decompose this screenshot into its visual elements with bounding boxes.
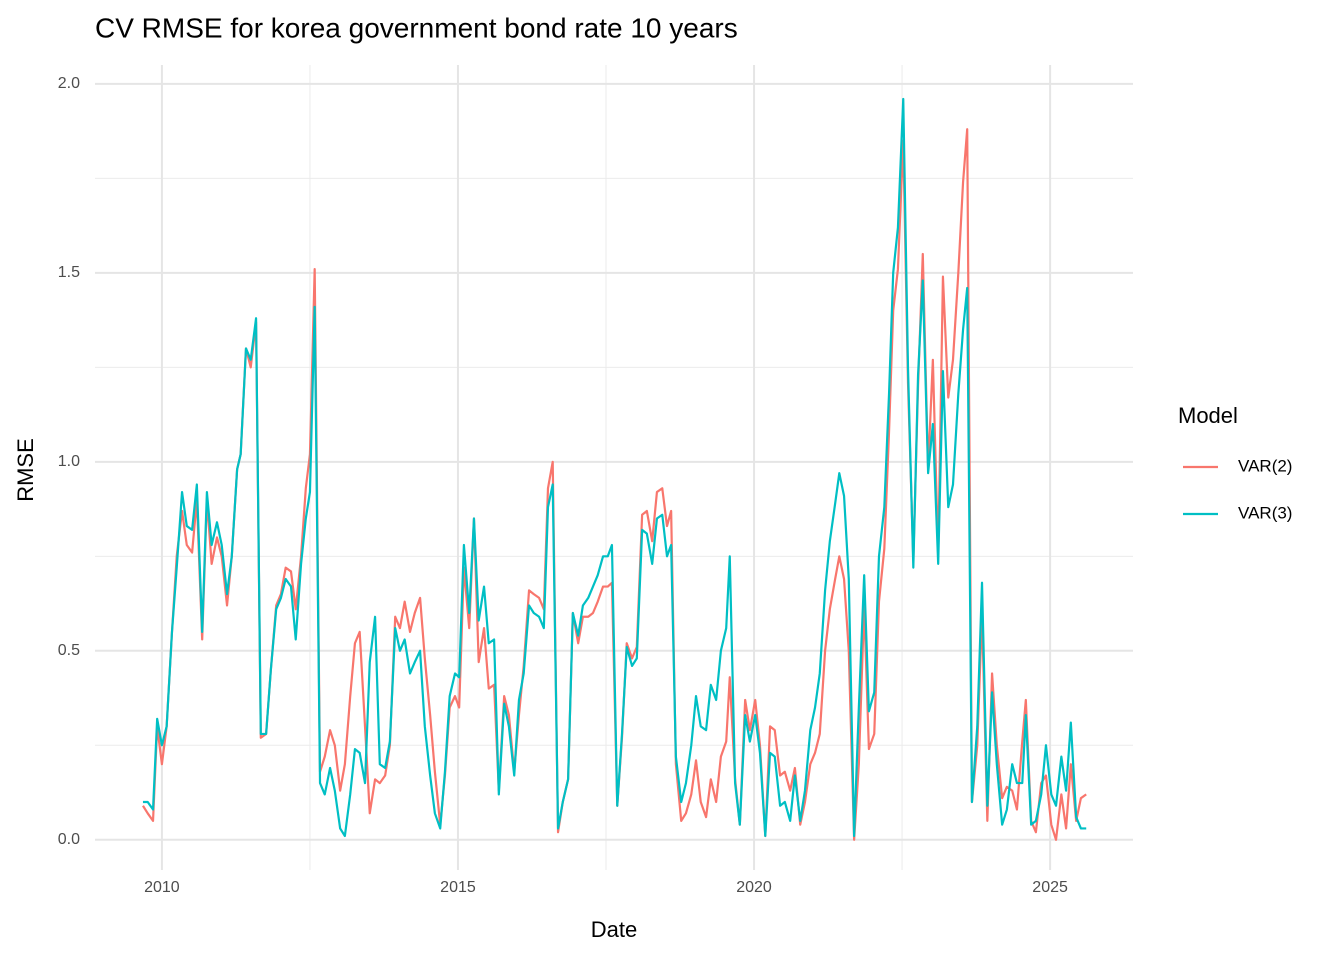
x-axis-title: Date (591, 917, 637, 942)
y-tick-label: 1.5 (58, 264, 80, 281)
y-tick-label: 0.0 (58, 831, 80, 848)
line-series (142, 97, 1087, 838)
legend-title: Model (1178, 403, 1238, 428)
x-tick-label: 2010 (144, 879, 180, 896)
y-tick-label: 2.0 (58, 75, 80, 92)
y-tick-label: 0.5 (58, 642, 80, 659)
y-axis-title: RMSE (13, 438, 38, 502)
y-tick-label: 1.0 (58, 453, 80, 470)
chart-title: CV RMSE for korea government bond rate 1… (95, 12, 738, 43)
x-tick-label: 2025 (1032, 879, 1068, 896)
legend-label: VAR(3) (1238, 503, 1292, 522)
x-tick-label: 2020 (736, 879, 772, 896)
legend-label: VAR(2) (1238, 456, 1292, 475)
line-series (142, 128, 1087, 841)
x-tick-label: 2015 (440, 879, 476, 896)
